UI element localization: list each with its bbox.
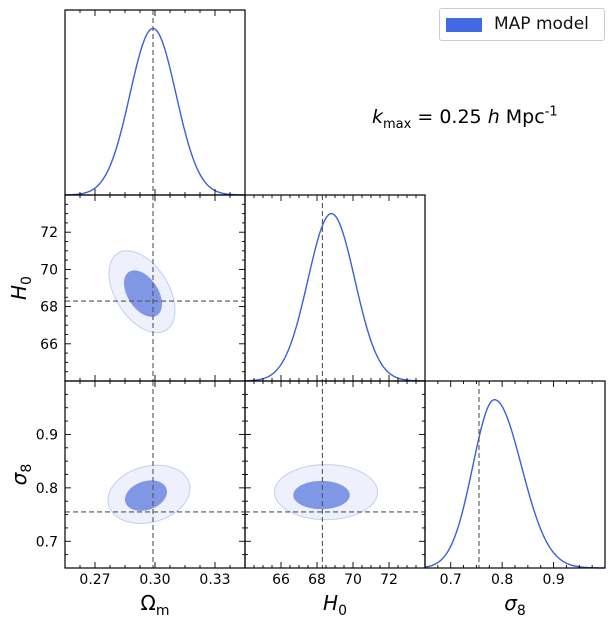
ytick-label-H0-3: 72 (40, 225, 58, 241)
xtick-label-sigma8-1: 0.8 (491, 572, 513, 588)
contour-inner-Omega_m-H0 (124, 270, 162, 317)
xaxis-label-sigma8: σ8 (504, 591, 526, 616)
marginal-curve-Omega_m (64, 27, 246, 196)
ytick-label-H0-0: 66 (40, 337, 58, 353)
yaxis-label-sigma8: σ8 (7, 464, 35, 486)
xtick-label-H0-2: 70 (344, 572, 362, 588)
kmax-annotation: kmax = 0.25 h Mpc-1 (372, 105, 558, 132)
ytick-label-sigma8-2: 0.9 (36, 427, 58, 443)
panel-frame-1-1 (244, 194, 426, 382)
xtick-label-H0-0: 66 (272, 572, 290, 588)
marginal-curve-H0 (244, 212, 426, 382)
xtick-label-sigma8-2: 0.9 (542, 572, 564, 588)
xaxis-label-Omega_m: Ωm (141, 591, 170, 616)
xtick-label-sigma8-0: 0.7 (440, 572, 462, 588)
contour-inner-H0-sigma8 (293, 480, 350, 510)
contour-inner-Omega_m-sigma8 (125, 480, 167, 511)
legend: MAP model (439, 8, 605, 41)
ytick-label-sigma8-1: 0.8 (36, 481, 58, 497)
xtick-label-Omega_m-2: 0.33 (199, 572, 230, 588)
kmax-annotation-text: kmax = 0.25 h Mpc-1 (372, 105, 558, 133)
xtick-label-Omega_m-1: 0.30 (139, 572, 170, 588)
panel-frame-0-0 (64, 9, 246, 196)
ytick-label-sigma8-0: 0.7 (36, 534, 58, 550)
xaxis-label-H0: H0 (323, 591, 347, 616)
xtick-label-H0-1: 68 (308, 572, 326, 588)
xtick-label-H0-3: 72 (380, 572, 398, 588)
xtick-label-Omega_m-0: 0.27 (79, 572, 110, 588)
marginal-curve-sigma8 (424, 399, 605, 569)
ytick-label-H0-1: 68 (40, 300, 58, 316)
legend-label: MAP model (494, 14, 589, 34)
yaxis-label-H0: H0 (7, 276, 35, 300)
legend-swatch (446, 18, 482, 32)
ytick-label-H0-2: 70 (40, 262, 58, 278)
panel-frame-2-2 (424, 380, 606, 569)
